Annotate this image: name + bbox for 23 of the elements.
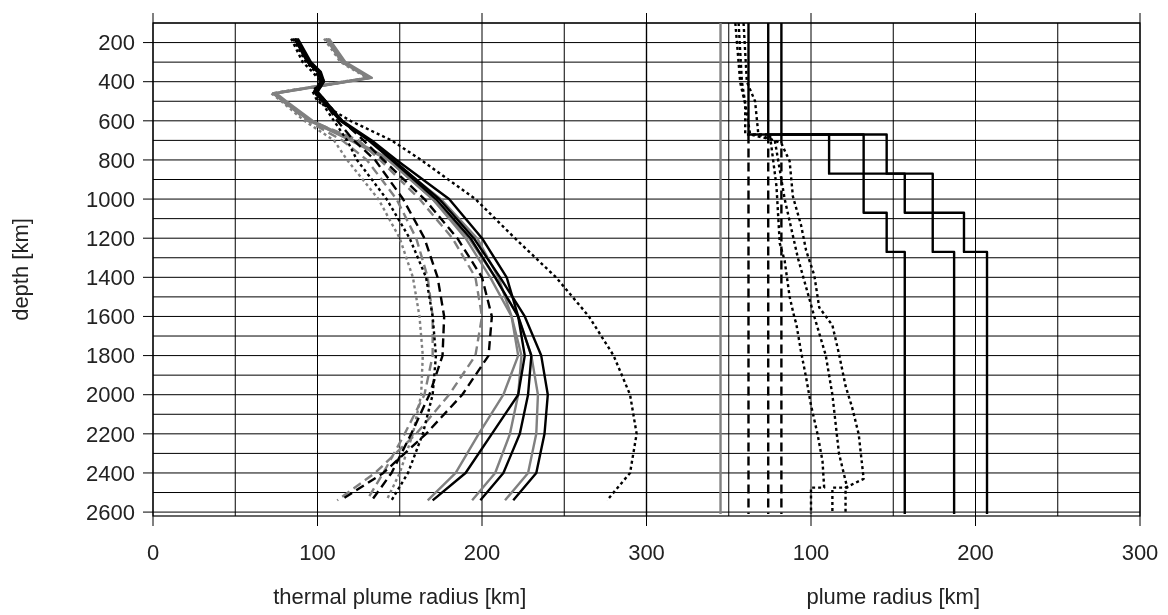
- y-tick-label: 600: [98, 108, 135, 134]
- y-tick-label: 400: [98, 69, 135, 95]
- y-tick-label: 2200: [86, 421, 135, 447]
- y-tick-label: 2600: [86, 499, 135, 525]
- x-tick-label: 200: [463, 540, 501, 565]
- y-tick-label: 2400: [86, 460, 135, 486]
- y-tick-label: 200: [98, 30, 135, 56]
- x-tick-label: 100: [299, 540, 336, 565]
- x-tick-label: 300: [1121, 540, 1159, 565]
- x-tick-label: 300: [628, 540, 665, 565]
- y-tick-label: 1800: [86, 343, 135, 369]
- y-tick-label: 1600: [86, 304, 135, 330]
- x-tick-label: 0: [146, 540, 160, 565]
- x-axis-title: plume radius [km]: [806, 584, 981, 609]
- x-tick-label: 200: [957, 540, 994, 565]
- y-tick-label: 2000: [86, 382, 135, 408]
- y-tick-label: 1000: [86, 186, 135, 212]
- y-tick-label: 1200: [86, 225, 135, 251]
- x-tick-label: 100: [792, 540, 830, 565]
- y-tick-label: 800: [98, 147, 135, 173]
- y-tick-label: 1400: [86, 265, 135, 291]
- y-axis-title: depth [km]: [8, 218, 33, 321]
- x-axis-title: thermal plume radius [km]: [273, 584, 527, 609]
